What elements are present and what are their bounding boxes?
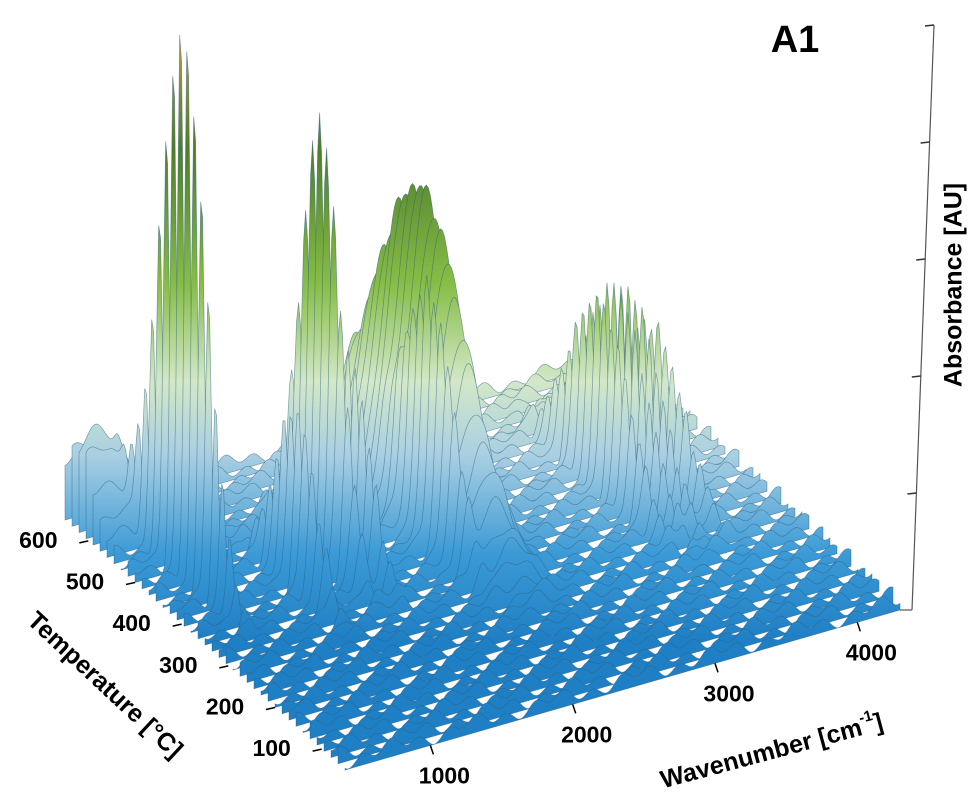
x-tick (571, 704, 577, 714)
chart-title: A1 (771, 19, 820, 61)
surface-slice (281, 544, 838, 715)
axes: 1000 2000 3000 4000 100 200 300 400 500 600 (19, 24, 935, 788)
x-axis-title-text: Wavenumber [cm (657, 713, 865, 794)
surface-slice (316, 573, 873, 746)
y-tick (265, 706, 276, 711)
x-tick (429, 745, 435, 755)
z-axis-title: Absorbance [AU] (940, 183, 968, 387)
surface (64, 34, 901, 771)
y-tick (219, 665, 229, 669)
surface-slice (344, 596, 901, 771)
y-tick-label: 400 (112, 610, 150, 636)
y-tick-label: 200 (206, 694, 244, 720)
x-tick-label: 4000 (846, 639, 897, 665)
z-tick (911, 375, 921, 378)
z-tick (920, 141, 930, 144)
y-tick (79, 540, 89, 544)
y-tick (172, 623, 182, 627)
x-tick (714, 663, 719, 673)
y-tick-label: 500 (66, 569, 104, 595)
z-axis (911, 24, 935, 611)
y-tick-label: 100 (252, 735, 290, 761)
x-tick (856, 622, 862, 632)
y-tick (312, 748, 322, 752)
x-axis-title: Wavenumber [cm-1] (657, 705, 886, 794)
x-tick-label: 2000 (561, 721, 612, 747)
surface-slice (323, 578, 880, 752)
z-tick (924, 24, 935, 27)
y-tick (125, 581, 136, 586)
x-tick-label: 1000 (419, 762, 470, 788)
z-tick (907, 492, 917, 495)
y-tick-label: 600 (19, 527, 57, 553)
y-tick-label: 300 (159, 652, 197, 678)
x-tick-label: 3000 (703, 680, 754, 706)
x-axis-title-superscript: -1 (857, 707, 874, 727)
y-axis-title: Temperature [°C] (22, 606, 188, 764)
z-tick (916, 258, 926, 261)
